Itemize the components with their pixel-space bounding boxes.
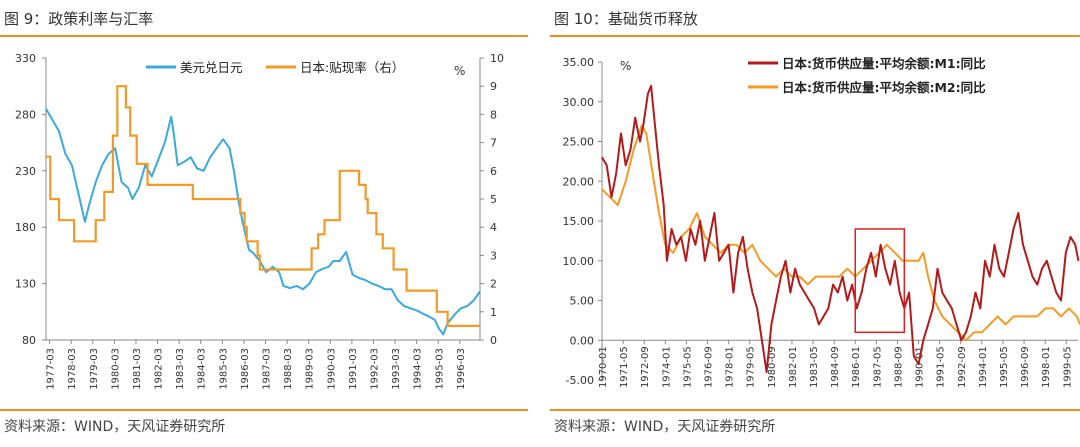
x-tick-label: 1998-01 [1041,346,1052,388]
series-line-discount-rate [46,85,480,327]
y-tick-label: 20.00 [563,175,595,188]
x-tick-label: 1986-03 [240,348,251,390]
x-tick-label: 1993-03 [391,348,402,390]
source-rule [550,409,1080,411]
y-axis-unit: % [620,59,631,73]
x-tick-label: 1989-03 [305,348,316,390]
y-tick-label: -5.00 [566,374,594,387]
right-axis-unit: % [454,64,465,78]
y-tick-label: 0.00 [570,334,595,347]
chart-base-money: 35.00 30.00 25.00 20.00 15.00 10.00 5.00 0.00 -5… [563,56,1080,388]
chart-title: 图 10：基础货币释放 [554,10,698,28]
left-y-tick-label: 230 [15,165,36,178]
x-tick-label: 1979-05 [746,346,757,388]
x-tick-label: 1981-03 [132,348,143,390]
x-tick-label: 1982-03 [154,348,165,390]
x-tick-label: 1971-05 [619,346,630,388]
y-tick-label: 10.00 [563,255,595,268]
x-tick-label: 1992-03 [369,348,380,390]
right-y-tick-label: 9 [490,80,497,93]
x-tick-label: 1975-05 [682,346,693,388]
right-y-tick-label: 1 [490,306,497,319]
x-tick-label: 1999-05 [1062,346,1073,388]
x-tick-label: 1991-05 [936,346,947,388]
x-tick-label: 1983-03 [175,348,186,390]
right-y-tick-label: 10 [490,52,504,65]
right-y-tick-label: 2 [490,278,497,291]
left-y-tick-label: 280 [15,108,36,121]
right-y-tick-label: 0 [490,334,497,347]
right-y-tick-label: 5 [490,193,497,206]
chart-title: 图 9：政策利率与汇率 [4,10,154,28]
x-tick-label: 1990-03 [326,348,337,390]
x-tick-label: 1994-01 [978,346,989,388]
x-tick-label: 1980-09 [767,346,778,388]
x-tick-label: 1987-05 [872,346,883,388]
x-tick-label: 1976-09 [704,346,715,388]
x-tick-label: 1986-01 [851,346,862,388]
right-y-tick-label: 3 [490,249,497,262]
chart-panel-left: 图 9：政策利率与汇率 330 280 230 180 130 80 10 9 8 7 6 5 4 3 2 1… [0,0,530,447]
x-tick-label: 1990-01 [915,346,926,388]
highlight-box [854,228,906,334]
title-rule [0,35,528,37]
left-y-tick-label: 130 [15,278,36,291]
x-tick-label: 1983-05 [809,346,820,388]
x-tick-label: 1978-01 [725,346,736,388]
x-tick-label: 1984-09 [830,346,841,388]
x-tick-label: 1991-03 [348,348,359,390]
legend-label-discount-rate: 日本:贴现率（右） [300,60,404,75]
x-tick-label: 1972-09 [640,346,651,388]
x-tick-label: 1987-03 [262,348,273,390]
x-tick-label: 1982-01 [788,346,799,388]
x-tick-label: 1996-03 [456,348,467,390]
y-tick-label: 15.00 [563,215,595,228]
right-y-tick-label: 7 [490,137,497,150]
y-tick-label: 25.00 [563,136,595,149]
y-tick-label: 30.00 [563,96,595,109]
left-y-tick-label: 330 [15,52,36,65]
x-tick-label: 1980-03 [110,348,121,390]
legend-label-usd-jpy: 美元兑日元 [180,60,243,75]
left-y-tick-label: 80 [22,334,36,347]
x-tick-label: 1995-03 [434,348,445,390]
legend-label-m2: 日本:货币供应量:平均余额:M2:同比 [782,80,986,95]
legend-label-m1: 日本:货币供应量:平均余额:M1:同比 [782,56,986,71]
x-tick-label: 1984-03 [197,348,208,390]
series-line-usd-jpy [45,108,481,336]
x-tick-label: 1985-03 [218,348,229,390]
source-rule [0,409,528,411]
source-note: 资料来源：WIND，天风证券研究所 [4,419,226,435]
right-y-tick-label: 4 [490,221,497,234]
series-line-m1 [601,84,1080,374]
left-y-tick-label: 180 [15,221,36,234]
x-tick-label: 1988-03 [283,348,294,390]
right-y-tick-label: 8 [490,108,497,121]
x-tick-label: 1996-09 [1020,346,1031,388]
chart-panel-right: 图 10：基础货币释放 35.00 30.00 25.00 20.00 15.00 10.… [550,0,1080,447]
x-tick-label: 1979-03 [89,348,100,390]
x-tick-label: 1977-03 [46,348,57,390]
x-tick-label: 1970-01 [598,346,609,388]
x-tick-label: 1988-09 [893,346,904,388]
x-tick-label: 1978-03 [67,348,78,390]
x-tick-label: 1994-03 [413,348,424,390]
x-tick-label: 1992-09 [957,346,968,388]
x-tick-label: 1974-01 [661,346,672,388]
title-rule [550,35,1080,37]
y-tick-label: 5.00 [570,295,595,308]
x-tick-label: 1995-05 [999,346,1010,388]
y-tick-label: 35.00 [563,56,595,69]
right-y-tick-label: 6 [490,165,497,178]
source-note: 资料来源：WIND，天风证券研究所 [554,419,776,435]
